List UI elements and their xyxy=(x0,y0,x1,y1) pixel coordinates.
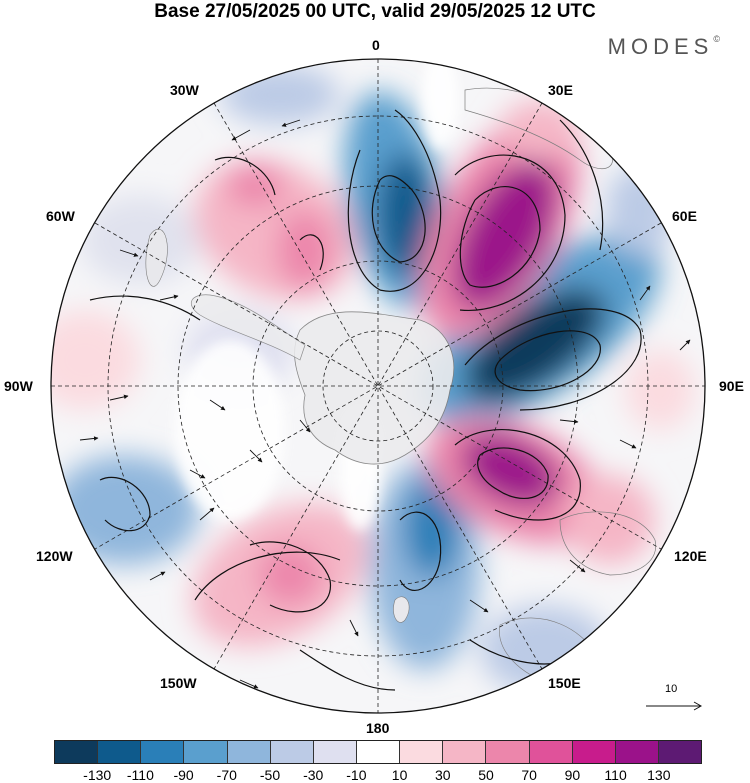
colorbar-box xyxy=(227,741,271,763)
colorbar-tick-label: -110 xyxy=(126,767,154,783)
colorbar-box xyxy=(443,741,487,763)
colorbar-tick-label: -90 xyxy=(173,767,194,783)
map-title: Base 27/05/2025 00 UTC, valid 29/05/2025… xyxy=(154,1,596,22)
graticule xyxy=(51,59,705,713)
colorbar-box xyxy=(529,741,573,763)
lon-label-90e: 90E xyxy=(719,378,744,394)
colorbar-tick-label: 110 xyxy=(604,767,627,783)
lon-label-180: 180 xyxy=(366,720,390,736)
lon-label-0: 0 xyxy=(372,37,380,53)
colorbar-tick-label: 10 xyxy=(391,767,408,783)
colorbar-tick-label: 50 xyxy=(478,767,494,783)
colorbar-box xyxy=(486,741,530,763)
colorbar-tick-label: -10 xyxy=(346,767,367,783)
colorbar-box xyxy=(615,741,659,763)
colorbar-box xyxy=(141,741,185,763)
lon-label-150w: 150W xyxy=(160,675,197,691)
brand-logo: MODES© xyxy=(607,34,720,59)
colorbar-tick-label: 30 xyxy=(435,767,451,783)
lon-label-30e: 30E xyxy=(548,82,573,98)
colorbar-box xyxy=(356,741,401,763)
colorbar-box xyxy=(270,741,314,763)
lon-label-60e: 60E xyxy=(672,208,697,224)
reference-vector-icon xyxy=(646,701,703,711)
colorbar-tick-label: -130 xyxy=(83,767,112,783)
colorbar-box xyxy=(400,741,444,763)
streamlines xyxy=(89,109,642,691)
map-border xyxy=(50,58,706,714)
colorbar-ticks: -130 -110 -90 -70 -50 -30 -10 10 30 50 70 90 110 130 xyxy=(54,767,702,783)
lon-label-120w: 120W xyxy=(36,548,73,564)
colorbar-tick-label: -30 xyxy=(303,767,324,783)
lon-label-150e: 150E xyxy=(548,675,581,691)
field-layer xyxy=(51,59,705,713)
lon-label-120e: 120E xyxy=(674,548,707,564)
colorbar-tick-label: 130 xyxy=(647,767,671,783)
colorbar-box xyxy=(658,741,702,763)
colorbar-tick-label: -70 xyxy=(216,767,237,783)
colorbar-box xyxy=(55,741,99,763)
lon-label-90w: 90W xyxy=(4,378,33,394)
colorbar-tick-label: 70 xyxy=(521,767,537,783)
lon-label-30w: 30W xyxy=(170,82,199,98)
colorbar-box xyxy=(313,741,357,763)
colorbar-box xyxy=(184,741,228,763)
reference-vector-label: 10 xyxy=(665,683,678,695)
lon-label-60w: 60W xyxy=(46,208,75,224)
colorbar-box xyxy=(572,741,616,763)
colorbar-box xyxy=(98,741,142,763)
colorbar-tick-label: -50 xyxy=(259,767,281,783)
colorbar xyxy=(54,740,702,764)
colorbar-tick-label: 90 xyxy=(564,767,581,783)
